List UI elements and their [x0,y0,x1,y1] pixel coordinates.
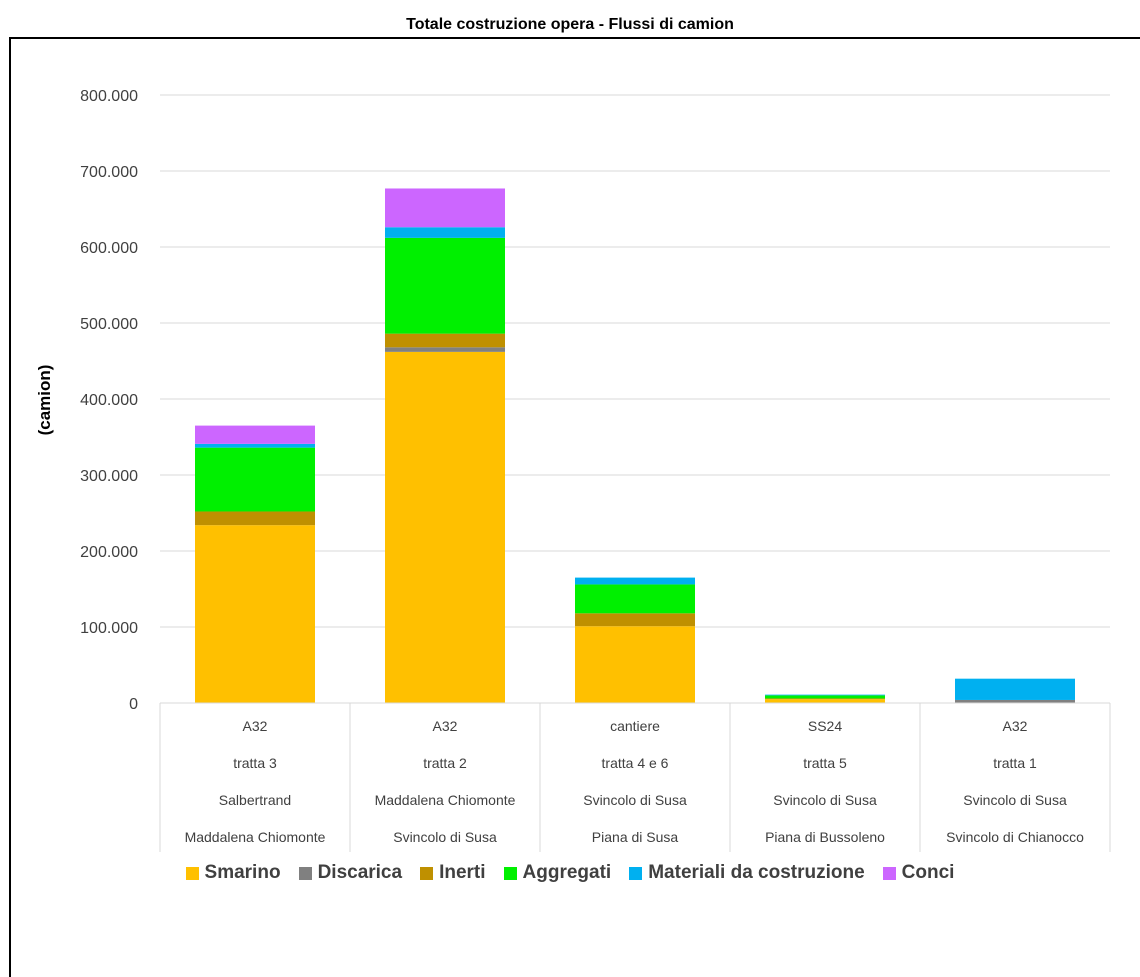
category-label: Svincolo di Susa [773,792,877,808]
legend-swatch [420,866,434,880]
category-label: tratta 1 [993,755,1037,771]
legend-item: Materiali da costruzione [629,862,865,884]
category-label: Svincolo di Susa [583,792,687,808]
category-label: A32 [433,718,458,734]
bars [195,188,1075,703]
legend-label: Materiali da costruzione [648,862,865,883]
y-tick-label: 500.000 [80,316,138,333]
bar-segment-discarica [955,699,1075,703]
category-label: Salbertrand [219,792,291,808]
legend-label: Discarica [317,862,403,883]
y-tick-label: 800.000 [80,88,138,105]
legend-swatch [629,866,643,880]
bar-segment-smarino [575,626,695,703]
y-tick-label: 600.000 [80,240,138,257]
category-label: Maddalena Chiomonte [375,792,516,808]
category-label: Piana di Susa [592,829,679,845]
category-axis: A32 tratta 3 Salbertrand Maddalena Chiomont… [159,702,1111,852]
chart-frame [9,37,1140,977]
bar-segment-inerti [765,698,885,700]
bar-segment-aggregati [195,447,315,512]
legend-item: Inerti [420,862,486,884]
bar-segment-materiali-da-costruzione [765,694,885,696]
bar-segment-materiali-da-costruzione [575,577,695,585]
category-label: A32 [243,718,268,734]
legend-item: Smarino [185,862,281,884]
bar-segment-conci [385,188,505,228]
bar-segment-inerti [195,511,315,526]
category-label: Maddalena Chiomonte [185,829,326,845]
bar-segment-inerti [575,613,695,627]
legend-label: Conci [901,862,955,883]
category-label: SS24 [808,718,842,734]
y-axis-label: (camion) [35,365,54,436]
category-label: tratta 2 [423,755,467,771]
legend-swatch [298,866,312,880]
legend-item: Discarica [298,862,403,884]
category-label: Svincolo di Chianocco [946,829,1084,845]
bar-segment-inerti [385,333,505,348]
bar-segment-conci [195,425,315,444]
category-label: tratta 3 [233,755,277,771]
legend-item: Conci [882,862,955,884]
bar-segment-smarino [195,525,315,703]
legend-swatch [882,866,896,880]
bar-segment-materiali-da-costruzione [385,227,505,238]
category-label: tratta 5 [803,755,847,771]
gridlines [160,94,1110,628]
category-label: Svincolo di Susa [393,829,497,845]
bar-segment-smarino [385,351,505,703]
bar-segment-materiali-da-costruzione [955,678,1075,700]
y-tick-label: 200.000 [80,544,138,561]
legend-label: Aggregati [522,862,612,883]
y-tick-label: 700.000 [80,164,138,181]
chart-title: Totale costruzione opera - Flussi di cam… [406,16,734,33]
legend-label: Inerti [439,862,486,883]
y-tick-label: 400.000 [80,392,138,409]
legend-swatch [185,866,199,880]
category-label: Svincolo di Susa [963,792,1067,808]
legend-swatch [503,866,517,880]
category-label: Piana di Bussoleno [765,829,885,845]
y-tick-label: 300.000 [80,468,138,485]
bar-segment-materiali-da-costruzione [195,443,315,448]
bar-segment-smarino [765,699,885,703]
y-tick-label: 0 [129,696,138,713]
bar-segment-aggregati [385,237,505,334]
legend: Smarino Discarica Inerti Aggregati Materiali… [0,862,1140,884]
category-label: cantiere [610,718,660,734]
legend-label: Smarino [204,862,281,883]
y-axis-ticks: 0 100.000 200.000 300.000 400.000 500.000 600.… [80,88,138,713]
y-tick-label: 100.000 [80,620,138,637]
bar-segment-aggregati [765,695,885,699]
bar-segment-aggregati [575,584,695,614]
legend-item: Aggregati [503,862,612,884]
category-label: A32 [1003,718,1028,734]
category-label: tratta 4 e 6 [602,755,669,771]
bar-segment-discarica [385,347,505,352]
